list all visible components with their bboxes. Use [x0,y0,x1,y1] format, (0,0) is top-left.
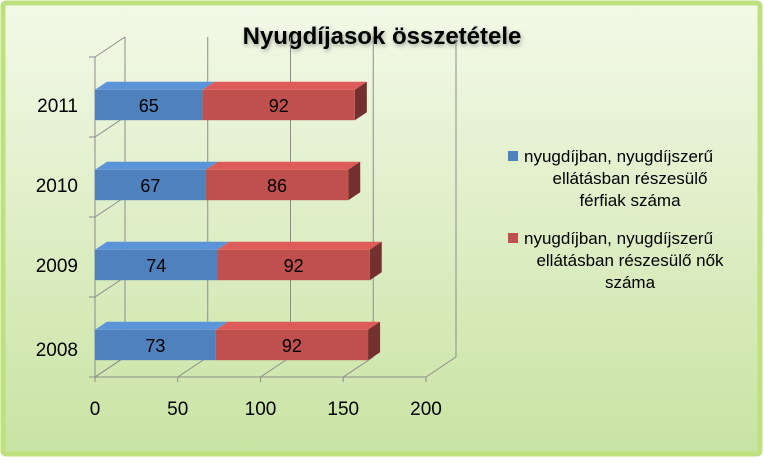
bar-side-face [354,81,367,121]
bar-segment [95,329,216,361]
bar-top-face [205,161,361,170]
wall-grid [94,196,126,218]
data-label: 86 [267,176,287,196]
data-label: 92 [282,336,302,356]
legend-swatch [508,151,518,161]
bar-top-face [202,81,367,90]
legend-label: nyugdíjban, nyugdíjszerű [524,229,713,248]
legend-swatch [508,233,518,243]
category-label: 2011 [37,96,78,117]
legend: nyugdíjban, nyugdíjszerű ellátásban része… [508,147,724,292]
legend-label: nyugdíjban, nyugdíjszerű [524,147,713,166]
plot-area: 0 50 100 150 200 2008 73 92 2009 74 92 2010 67 86 2011… [36,36,457,420]
bar-top-face [217,241,382,250]
category-label: 2009 [36,256,78,277]
data-label: 74 [146,256,166,276]
category-label: 2008 [36,340,78,361]
chart-title: Nyugdíjasok összetétele [243,23,522,50]
bar-top-face [215,321,381,330]
x-tick-label: 200 [410,399,442,420]
bar-side-face [369,241,382,281]
data-label: 67 [140,176,160,196]
x-tick-label: 50 [167,399,188,420]
bar-segment [215,329,369,361]
x-tick-label: 150 [327,399,359,420]
bar-top-face [95,161,218,170]
legend-label: férfiak száma [579,191,681,210]
data-label: 92 [269,96,289,116]
bar-top-face [95,321,228,330]
axis-wall-top [94,36,126,58]
data-label: 92 [284,256,304,276]
gridline-floor [342,356,374,378]
x-tick-label: 100 [245,399,277,420]
gridline-floor [260,356,291,378]
bar-top-face [95,241,230,250]
legend-label: száma [605,273,656,292]
wall-grid [94,116,126,138]
bar-segment [95,169,206,201]
legend-label: ellátásban részesülő [553,169,708,188]
x-tick-label: 0 [90,399,101,420]
gridline-floor [177,356,209,378]
wall-grid [94,276,126,298]
legend-label: ellátásban részesülő nők [536,251,724,270]
category-label: 2010 [36,176,78,197]
bar-segment [205,169,349,201]
gridline-floor [425,356,457,378]
wall-grid [94,356,126,378]
bar-side-face [348,161,361,201]
data-label: 73 [145,336,165,356]
bar-segment [95,249,218,281]
bar-top-face [95,81,215,90]
bar-segment [95,89,203,121]
bar-segment [202,89,355,121]
bar-side-face [368,321,381,361]
data-label: 65 [139,96,159,116]
bar-segment [217,249,370,281]
